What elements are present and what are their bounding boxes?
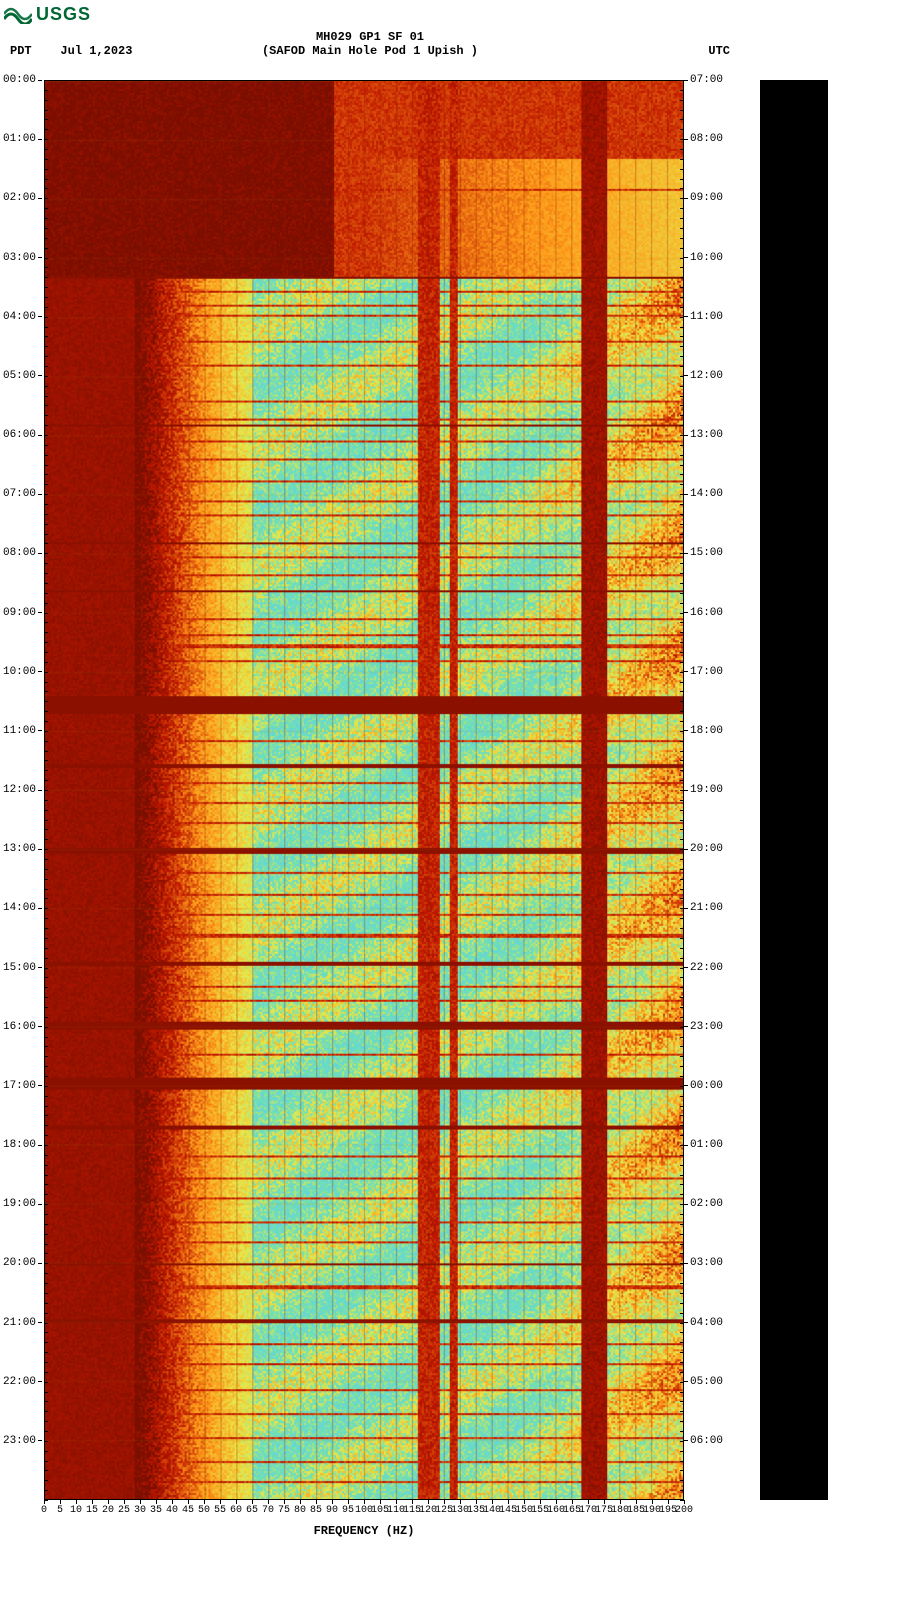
y-right-tick: 18:00 (684, 725, 723, 737)
y-left-tick: 21:00 (3, 1317, 42, 1329)
x-axis-label: FREQUENCY (HZ) (44, 1524, 684, 1538)
y-left-tick: 07:00 (3, 488, 42, 500)
x-tick: 10 (70, 1500, 82, 1516)
y-right-tick: 04:00 (684, 1317, 723, 1329)
y-right-tick: 00:00 (684, 1080, 723, 1092)
x-tick: 90 (326, 1500, 338, 1516)
y-right-tick: 19:00 (684, 784, 723, 796)
y-left-tick: 19:00 (3, 1198, 42, 1210)
x-tick: 15 (86, 1500, 98, 1516)
spectrogram-canvas (45, 81, 683, 1499)
y-left-tick: 05:00 (3, 370, 42, 382)
y-left-tick: 14:00 (3, 902, 42, 914)
x-tick: 25 (118, 1500, 130, 1516)
y-left-tick: 12:00 (3, 784, 42, 796)
y-left-tick: 01:00 (3, 133, 42, 145)
y-left-tick: 02:00 (3, 192, 42, 204)
y-right-tick: 12:00 (684, 370, 723, 382)
x-tick: 45 (182, 1500, 194, 1516)
y-right-tick: 17:00 (684, 666, 723, 678)
y-right-tick: 08:00 (684, 133, 723, 145)
y-left-tick: 10:00 (3, 666, 42, 678)
y-right-tick: 22:00 (684, 962, 723, 974)
x-tick: 85 (310, 1500, 322, 1516)
spectrogram-plot (44, 80, 684, 1500)
y-right-tick: 21:00 (684, 902, 723, 914)
x-tick: 50 (198, 1500, 210, 1516)
x-tick: 65 (246, 1500, 258, 1516)
x-tick: 0 (41, 1500, 47, 1516)
wave-icon (4, 6, 32, 24)
x-tick: 40 (166, 1500, 178, 1516)
y-left-tick: 08:00 (3, 547, 42, 559)
y-left-tick: 03:00 (3, 252, 42, 264)
x-tick: 70 (262, 1500, 274, 1516)
tz-right: UTC (708, 44, 730, 58)
y-left-tick: 00:00 (3, 74, 42, 86)
y-left-tick: 11:00 (3, 725, 42, 737)
x-tick: 30 (134, 1500, 146, 1516)
header-labels: PDT Jul 1,2023 UTC (10, 44, 730, 58)
y-right-tick: 01:00 (684, 1139, 723, 1151)
tz-left: PDT (10, 44, 32, 58)
colorbar (760, 80, 828, 1500)
y-left-tick: 18:00 (3, 1139, 42, 1151)
date: Jul 1,2023 (60, 44, 132, 58)
y-right-tick: 16:00 (684, 607, 723, 619)
x-tick: 60 (230, 1500, 242, 1516)
y-right-tick: 09:00 (684, 192, 723, 204)
header-left: PDT Jul 1,2023 (10, 44, 132, 58)
x-tick: 35 (150, 1500, 162, 1516)
x-tick: 200 (675, 1500, 693, 1516)
y-axis-right: 07:0008:0009:0010:0011:0012:0013:0014:00… (684, 80, 744, 1500)
y-right-tick: 13:00 (684, 429, 723, 441)
title-line1: MH029 GP1 SF 01 (0, 30, 740, 44)
y-left-tick: 13:00 (3, 843, 42, 855)
y-left-tick: 06:00 (3, 429, 42, 441)
y-right-tick: 15:00 (684, 547, 723, 559)
usgs-logo: USGS (4, 4, 91, 25)
y-left-tick: 16:00 (3, 1021, 42, 1033)
page: USGS MH029 GP1 SF 01 (SAFOD Main Hole Po… (0, 0, 902, 1613)
x-tick: 5 (57, 1500, 63, 1516)
y-right-tick: 05:00 (684, 1376, 723, 1388)
x-tick: 55 (214, 1500, 226, 1516)
y-right-tick: 10:00 (684, 252, 723, 264)
y-left-tick: 23:00 (3, 1435, 42, 1447)
x-tick: 80 (294, 1500, 306, 1516)
x-tick: 95 (342, 1500, 354, 1516)
y-right-tick: 23:00 (684, 1021, 723, 1033)
logo-text: USGS (36, 4, 91, 25)
y-axis-left: 00:0001:0002:0003:0004:0005:0006:0007:00… (0, 80, 44, 1500)
x-tick: 20 (102, 1500, 114, 1516)
y-right-tick: 11:00 (684, 311, 723, 323)
y-left-tick: 20:00 (3, 1257, 42, 1269)
y-left-tick: 22:00 (3, 1376, 42, 1388)
y-right-tick: 07:00 (684, 74, 723, 86)
y-right-tick: 14:00 (684, 488, 723, 500)
y-left-tick: 15:00 (3, 962, 42, 974)
y-left-tick: 04:00 (3, 311, 42, 323)
y-right-tick: 06:00 (684, 1435, 723, 1447)
y-left-tick: 09:00 (3, 607, 42, 619)
y-right-tick: 02:00 (684, 1198, 723, 1210)
y-right-tick: 03:00 (684, 1257, 723, 1269)
y-right-tick: 20:00 (684, 843, 723, 855)
y-left-tick: 17:00 (3, 1080, 42, 1092)
x-tick: 75 (278, 1500, 290, 1516)
